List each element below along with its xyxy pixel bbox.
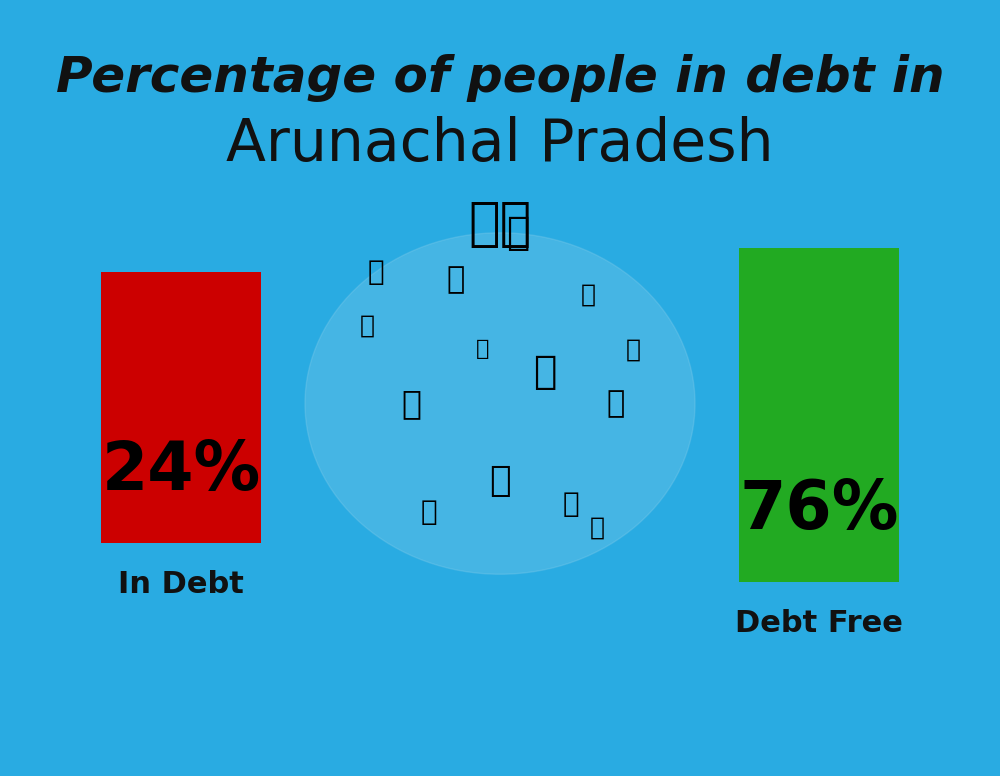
Text: 💱: 💱 xyxy=(476,339,489,359)
Circle shape xyxy=(305,233,695,574)
Text: 🇮🇳: 🇮🇳 xyxy=(468,198,532,250)
Text: 🚗: 🚗 xyxy=(489,464,511,498)
Text: 🦅: 🦅 xyxy=(368,258,384,286)
Text: 24%: 24% xyxy=(101,438,261,504)
Text: 76%: 76% xyxy=(739,477,899,543)
Text: 💵: 💵 xyxy=(421,498,437,526)
Text: 🔐: 🔐 xyxy=(590,516,605,539)
Text: In Debt: In Debt xyxy=(118,570,244,599)
Text: Debt Free: Debt Free xyxy=(735,609,903,638)
Text: 📋: 📋 xyxy=(563,490,579,518)
Text: 🎓: 🎓 xyxy=(606,389,624,418)
FancyBboxPatch shape xyxy=(101,272,261,543)
Text: 📱: 📱 xyxy=(625,338,640,361)
Text: 🔑: 🔑 xyxy=(581,283,596,307)
Text: 📧: 📧 xyxy=(360,314,375,338)
FancyBboxPatch shape xyxy=(739,248,899,582)
Text: 🏠: 🏠 xyxy=(533,354,556,391)
Text: 💰: 💰 xyxy=(447,265,465,294)
Text: 🏦: 🏦 xyxy=(506,214,529,251)
Text: Percentage of people in debt in: Percentage of people in debt in xyxy=(56,54,944,102)
Text: 💼: 💼 xyxy=(401,387,421,420)
Text: Arunachal Pradesh: Arunachal Pradesh xyxy=(226,116,774,173)
